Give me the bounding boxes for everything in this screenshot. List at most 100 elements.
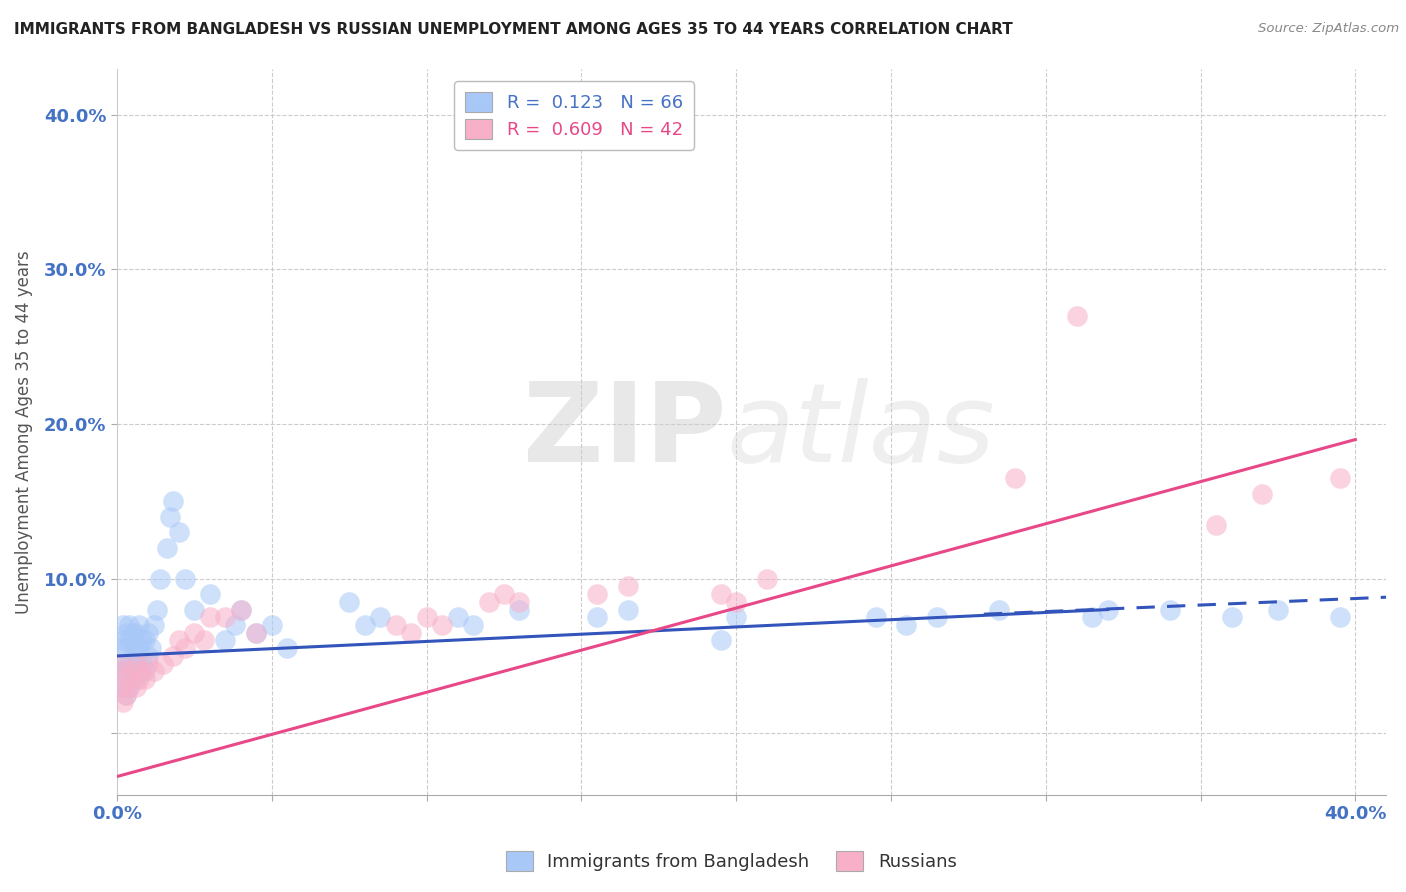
Point	[108, 665, 131, 679]
Point	[149, 572, 172, 586]
Point	[124, 657, 146, 671]
Point	[121, 641, 143, 656]
Point	[508, 595, 530, 609]
Text: Source: ZipAtlas.com: Source: ZipAtlas.com	[1258, 22, 1399, 36]
Point	[477, 595, 499, 609]
Point	[134, 665, 156, 679]
Point	[446, 610, 468, 624]
Point	[174, 641, 197, 656]
Point	[115, 688, 138, 702]
Point	[128, 618, 150, 632]
Point	[586, 610, 609, 624]
Point	[430, 618, 453, 632]
Point	[136, 625, 159, 640]
Point	[115, 688, 138, 702]
Point	[136, 657, 159, 671]
Point	[112, 680, 135, 694]
Point	[155, 541, 177, 555]
Point	[139, 641, 162, 656]
Point	[131, 657, 153, 671]
Point	[121, 625, 143, 640]
Point	[368, 610, 391, 624]
Point	[108, 680, 131, 694]
Point	[112, 618, 135, 632]
Y-axis label: Unemployment Among Ages 35 to 44 years: Unemployment Among Ages 35 to 44 years	[15, 250, 32, 614]
Point	[118, 680, 141, 694]
Point	[152, 657, 174, 671]
Point	[193, 633, 215, 648]
Point	[725, 610, 748, 624]
Point	[461, 618, 484, 632]
Point	[1159, 602, 1181, 616]
Point	[112, 657, 135, 671]
Point	[134, 672, 156, 686]
Point	[586, 587, 609, 601]
Legend: Immigrants from Bangladesh, Russians: Immigrants from Bangladesh, Russians	[498, 844, 965, 879]
Point	[134, 633, 156, 648]
Point	[1081, 610, 1104, 624]
Point	[617, 602, 640, 616]
Point	[896, 618, 918, 632]
Point	[1267, 602, 1289, 616]
Point	[508, 602, 530, 616]
Point	[865, 610, 887, 624]
Point	[229, 602, 252, 616]
Text: IMMIGRANTS FROM BANGLADESH VS RUSSIAN UNEMPLOYMENT AMONG AGES 35 TO 44 YEARS COR: IMMIGRANTS FROM BANGLADESH VS RUSSIAN UN…	[14, 22, 1012, 37]
Point	[146, 602, 169, 616]
Point	[143, 665, 166, 679]
Point	[492, 587, 515, 601]
Point	[128, 665, 150, 679]
Point	[131, 665, 153, 679]
Point	[162, 494, 184, 508]
Point	[245, 625, 267, 640]
Point	[183, 625, 205, 640]
Point	[124, 648, 146, 663]
Point	[198, 610, 221, 624]
Point	[118, 680, 141, 694]
Point	[1205, 517, 1227, 532]
Point	[617, 579, 640, 593]
Point	[384, 618, 406, 632]
Text: atlas: atlas	[727, 378, 995, 485]
Point	[214, 610, 236, 624]
Point	[162, 648, 184, 663]
Point	[128, 672, 150, 686]
Point	[159, 509, 181, 524]
Point	[756, 572, 779, 586]
Point	[124, 672, 146, 686]
Point	[229, 602, 252, 616]
Point	[1251, 486, 1274, 500]
Point	[415, 610, 437, 624]
Point	[399, 625, 422, 640]
Point	[1329, 610, 1351, 624]
Point	[112, 665, 135, 679]
Point	[118, 633, 141, 648]
Point	[710, 633, 733, 648]
Point	[131, 633, 153, 648]
Legend: R =  0.123   N = 66, R =  0.609   N = 42: R = 0.123 N = 66, R = 0.609 N = 42	[454, 81, 693, 150]
Point	[121, 665, 143, 679]
Point	[167, 633, 190, 648]
Point	[115, 665, 138, 679]
Point	[1329, 471, 1351, 485]
Point	[118, 657, 141, 671]
Point	[124, 625, 146, 640]
Point	[224, 618, 246, 632]
Point	[183, 602, 205, 616]
Text: ZIP: ZIP	[523, 378, 727, 485]
Point	[260, 618, 283, 632]
Point	[112, 695, 135, 709]
Point	[112, 633, 135, 648]
Point	[1066, 309, 1088, 323]
Point	[115, 625, 138, 640]
Point	[710, 587, 733, 601]
Point	[276, 641, 298, 656]
Point	[167, 525, 190, 540]
Point	[988, 602, 1011, 616]
Point	[128, 641, 150, 656]
Point	[108, 657, 131, 671]
Point	[927, 610, 949, 624]
Point	[143, 618, 166, 632]
Point	[245, 625, 267, 640]
Point	[214, 633, 236, 648]
